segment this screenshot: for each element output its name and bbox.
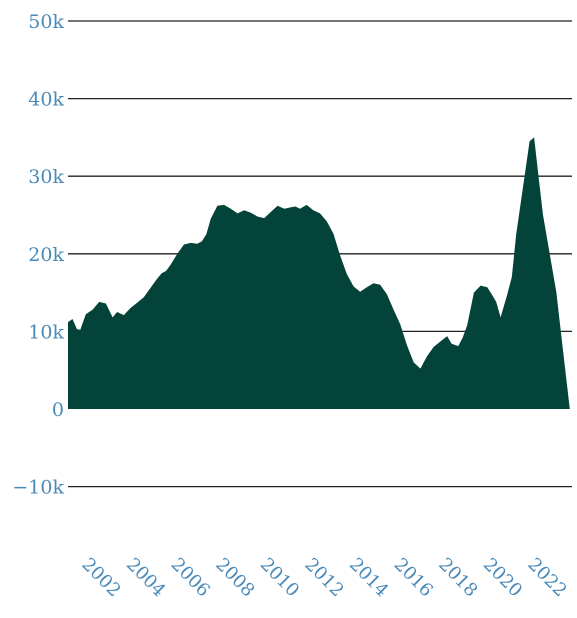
y-tick-label: 20k [28,244,64,266]
y-tick-label: −10k [12,477,64,499]
series-area-group [68,137,570,409]
x-tick-label: 2008 [211,554,258,601]
x-tick-label: 2016 [390,554,437,601]
y-tick-label: 40k [28,89,64,111]
x-tick-label: 2022 [524,554,571,601]
series-area [68,137,570,409]
x-tick-label: 2004 [122,554,169,601]
y-tick-label: 30k [28,166,64,188]
y-axis-ticks: 50k 40k 30k 20k 10k 0 −10k [12,11,64,499]
x-tick-label: 2010 [256,554,303,601]
y-tick-label: 50k [28,11,64,33]
y-tick-label: 0 [52,399,64,421]
x-tick-label: 2002 [78,554,125,601]
x-tick-label: 2014 [345,554,392,601]
x-tick-label: 2020 [479,554,526,601]
x-tick-label: 2012 [301,554,348,601]
x-tick-label: 2018 [434,554,481,601]
x-tick-label: 2006 [167,554,214,601]
y-tick-label: 10k [28,321,64,343]
x-axis-ticks: 2002200420062008201020122014201620182020… [78,554,571,601]
